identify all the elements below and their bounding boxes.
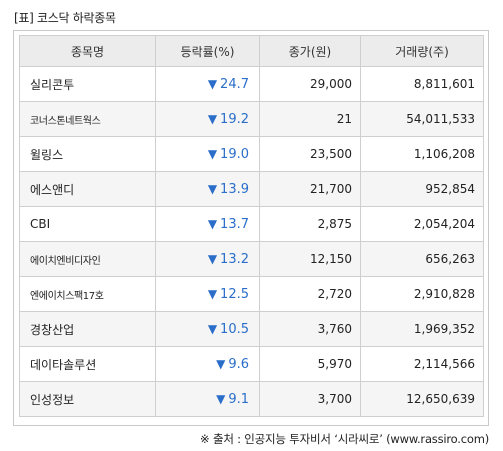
table-title: [표] 코스닥 하락종목 (14, 11, 116, 25)
volume: 1,106,208 (360, 136, 484, 172)
source-note: ※ 출처 : 인공지능 투자비서 ‘시라씨로’ (www.rassiro.com… (200, 432, 489, 446)
change-value: 19.0 (220, 146, 249, 162)
table-row: 에이치엔비디자인 ▼ 13.2 12,150 656,263 (19, 241, 484, 277)
down-arrow-icon: ▼ (207, 146, 218, 161)
change-value: 10.5 (220, 321, 249, 337)
close-price: 2,875 (259, 206, 361, 242)
volume: 12,650,639 (360, 381, 484, 417)
table-row: 코너스톤네트웍스 ▼ 19.2 21 54,011,533 (19, 101, 484, 137)
table-row: 실리콘투 ▼ 24.7 29,000 8,811,601 (19, 66, 484, 102)
stock-name: 경창산업 (19, 311, 156, 347)
change-value: 9.1 (228, 391, 249, 407)
close-price: 3,760 (259, 311, 361, 347)
change-cell: ▼ 13.2 (155, 241, 260, 277)
table-row: 인성정보 ▼ 9.1 3,700 12,650,639 (19, 381, 484, 417)
close-price: 12,150 (259, 241, 361, 277)
close-price: 21,700 (259, 171, 361, 207)
stock-name: 인성정보 (19, 381, 156, 417)
close-price: 3,700 (259, 381, 361, 417)
table-row: 엔에이치스팩17호 ▼ 12.5 2,720 2,910,828 (19, 276, 484, 312)
change-cell: ▼ 12.5 (155, 276, 260, 312)
volume: 1,969,352 (360, 311, 484, 347)
close-price: 23,500 (259, 136, 361, 172)
table-row: 에스앤디 ▼ 13.9 21,700 952,854 (19, 171, 484, 207)
stock-name: 엔에이치스팩17호 (19, 276, 156, 312)
close-price: 2,720 (259, 276, 361, 312)
change-value: 9.6 (228, 356, 249, 372)
down-arrow-icon: ▼ (207, 181, 218, 196)
header-volume: 거래량(주) (360, 35, 484, 67)
close-price: 29,000 (259, 66, 361, 102)
down-arrow-icon: ▼ (207, 251, 218, 266)
stock-name: CBI (19, 206, 156, 242)
volume: 2,054,204 (360, 206, 484, 242)
down-arrow-icon: ▼ (207, 321, 218, 336)
header-close-price: 종가(원) (259, 35, 361, 67)
change-value: 12.5 (220, 286, 249, 302)
down-arrow-icon: ▼ (207, 286, 218, 301)
change-value: 24.7 (220, 76, 249, 92)
change-cell: ▼ 19.2 (155, 101, 260, 137)
change-value: 13.2 (220, 251, 249, 267)
change-cell: ▼ 24.7 (155, 66, 260, 102)
down-arrow-icon: ▼ (207, 111, 218, 126)
table-row: 데이타솔루션 ▼ 9.6 5,970 2,114,566 (19, 346, 484, 382)
change-value: 13.9 (220, 181, 249, 197)
change-cell: ▼ 9.6 (155, 346, 260, 382)
change-cell: ▼ 13.9 (155, 171, 260, 207)
change-value: 19.2 (220, 111, 249, 127)
volume: 2,910,828 (360, 276, 484, 312)
table-row: 윌링스 ▼ 19.0 23,500 1,106,208 (19, 136, 484, 172)
stock-name: 에스앤디 (19, 171, 156, 207)
change-cell: ▼ 19.0 (155, 136, 260, 172)
close-price: 5,970 (259, 346, 361, 382)
down-arrow-icon: ▼ (216, 356, 226, 371)
table-header-row: 종목명 등락률(%) 종가(원) 거래량(주) (19, 35, 484, 67)
down-arrow-icon: ▼ (207, 216, 218, 231)
stock-name: 윌링스 (19, 136, 156, 172)
header-stock-name: 종목명 (19, 35, 156, 67)
volume: 2,114,566 (360, 346, 484, 382)
close-price: 21 (259, 101, 361, 137)
stock-name: 데이타솔루션 (19, 346, 156, 382)
volume: 8,811,601 (360, 66, 484, 102)
volume: 952,854 (360, 171, 484, 207)
down-arrow-icon: ▼ (216, 391, 226, 406)
change-cell: ▼ 13.7 (155, 206, 260, 242)
change-cell: ▼ 10.5 (155, 311, 260, 347)
table-frame: 종목명 등락률(%) 종가(원) 거래량(주) 실리콘투 ▼ 24.7 29,00… (13, 30, 489, 426)
stock-name: 실리콘투 (19, 66, 156, 102)
table-row: CBI ▼ 13.7 2,875 2,054,204 (19, 206, 484, 242)
stock-name: 에이치엔비디자인 (19, 241, 156, 277)
volume: 54,011,533 (360, 101, 484, 137)
volume: 656,263 (360, 241, 484, 277)
table-row: 경창산업 ▼ 10.5 3,760 1,969,352 (19, 311, 484, 347)
change-value: 13.7 (220, 216, 249, 232)
change-cell: ▼ 9.1 (155, 381, 260, 417)
header-change-rate: 등락률(%) (155, 35, 260, 67)
down-arrow-icon: ▼ (207, 76, 218, 91)
stock-name: 코너스톤네트웍스 (19, 101, 156, 137)
stock-table: 종목명 등락률(%) 종가(원) 거래량(주) 실리콘투 ▼ 24.7 29,00… (19, 35, 484, 417)
